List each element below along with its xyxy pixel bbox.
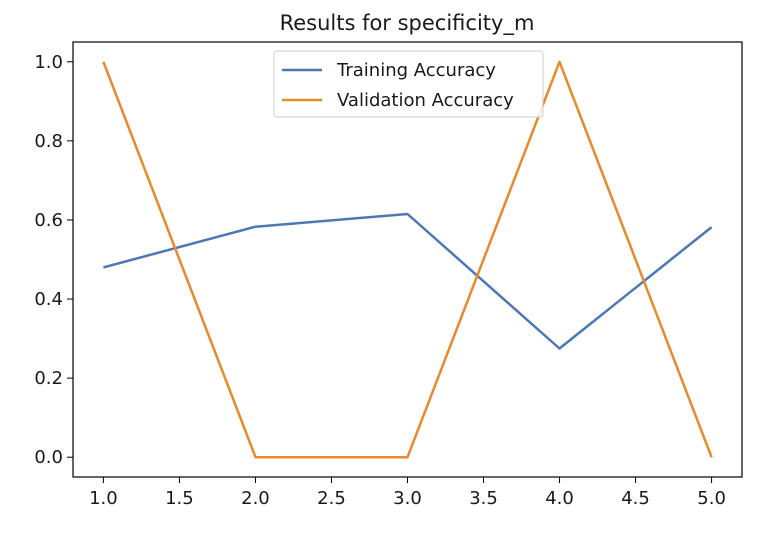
legend-label-validation: Validation Accuracy [337, 90, 514, 111]
chart-title: Results for specificity_m [280, 11, 535, 36]
series-line-training [103, 212, 713, 350]
legend-label-training: Training Accuracy [336, 60, 496, 81]
x-tick-label: 1.5 [165, 488, 194, 509]
x-tick-label: 5.0 [697, 488, 726, 509]
lines-layer [102, 60, 713, 459]
axes-layer: 1.0 1.5 2.0 2.5 3.0 3.5 4.0 4.5 5.0 0.0 0.2 0.4 0.6 0… [34, 41, 743, 509]
y-tick-label: 0.4 [34, 289, 63, 310]
x-tick-label: 1.0 [89, 488, 118, 509]
y-tick-label: 1.0 [34, 52, 63, 73]
x-tick-label: 2.0 [241, 488, 270, 509]
legend-box [273, 50, 544, 118]
y-tick-label: 0.0 [34, 447, 63, 468]
series-line-validation [102, 60, 713, 459]
y-tick-label: 0.2 [34, 368, 63, 389]
x-tick-label: 4.0 [545, 488, 574, 509]
x-tick-label: 2.5 [317, 488, 346, 509]
x-tick-label: 4.5 [621, 488, 650, 509]
y-tick-label: 0.8 [34, 131, 63, 152]
x-tick-label: 3.5 [469, 488, 498, 509]
legend: Training Accuracy Validation Accuracy [273, 50, 544, 118]
x-tick-label: 3.0 [393, 488, 422, 509]
y-tick-label: 0.6 [34, 210, 63, 231]
